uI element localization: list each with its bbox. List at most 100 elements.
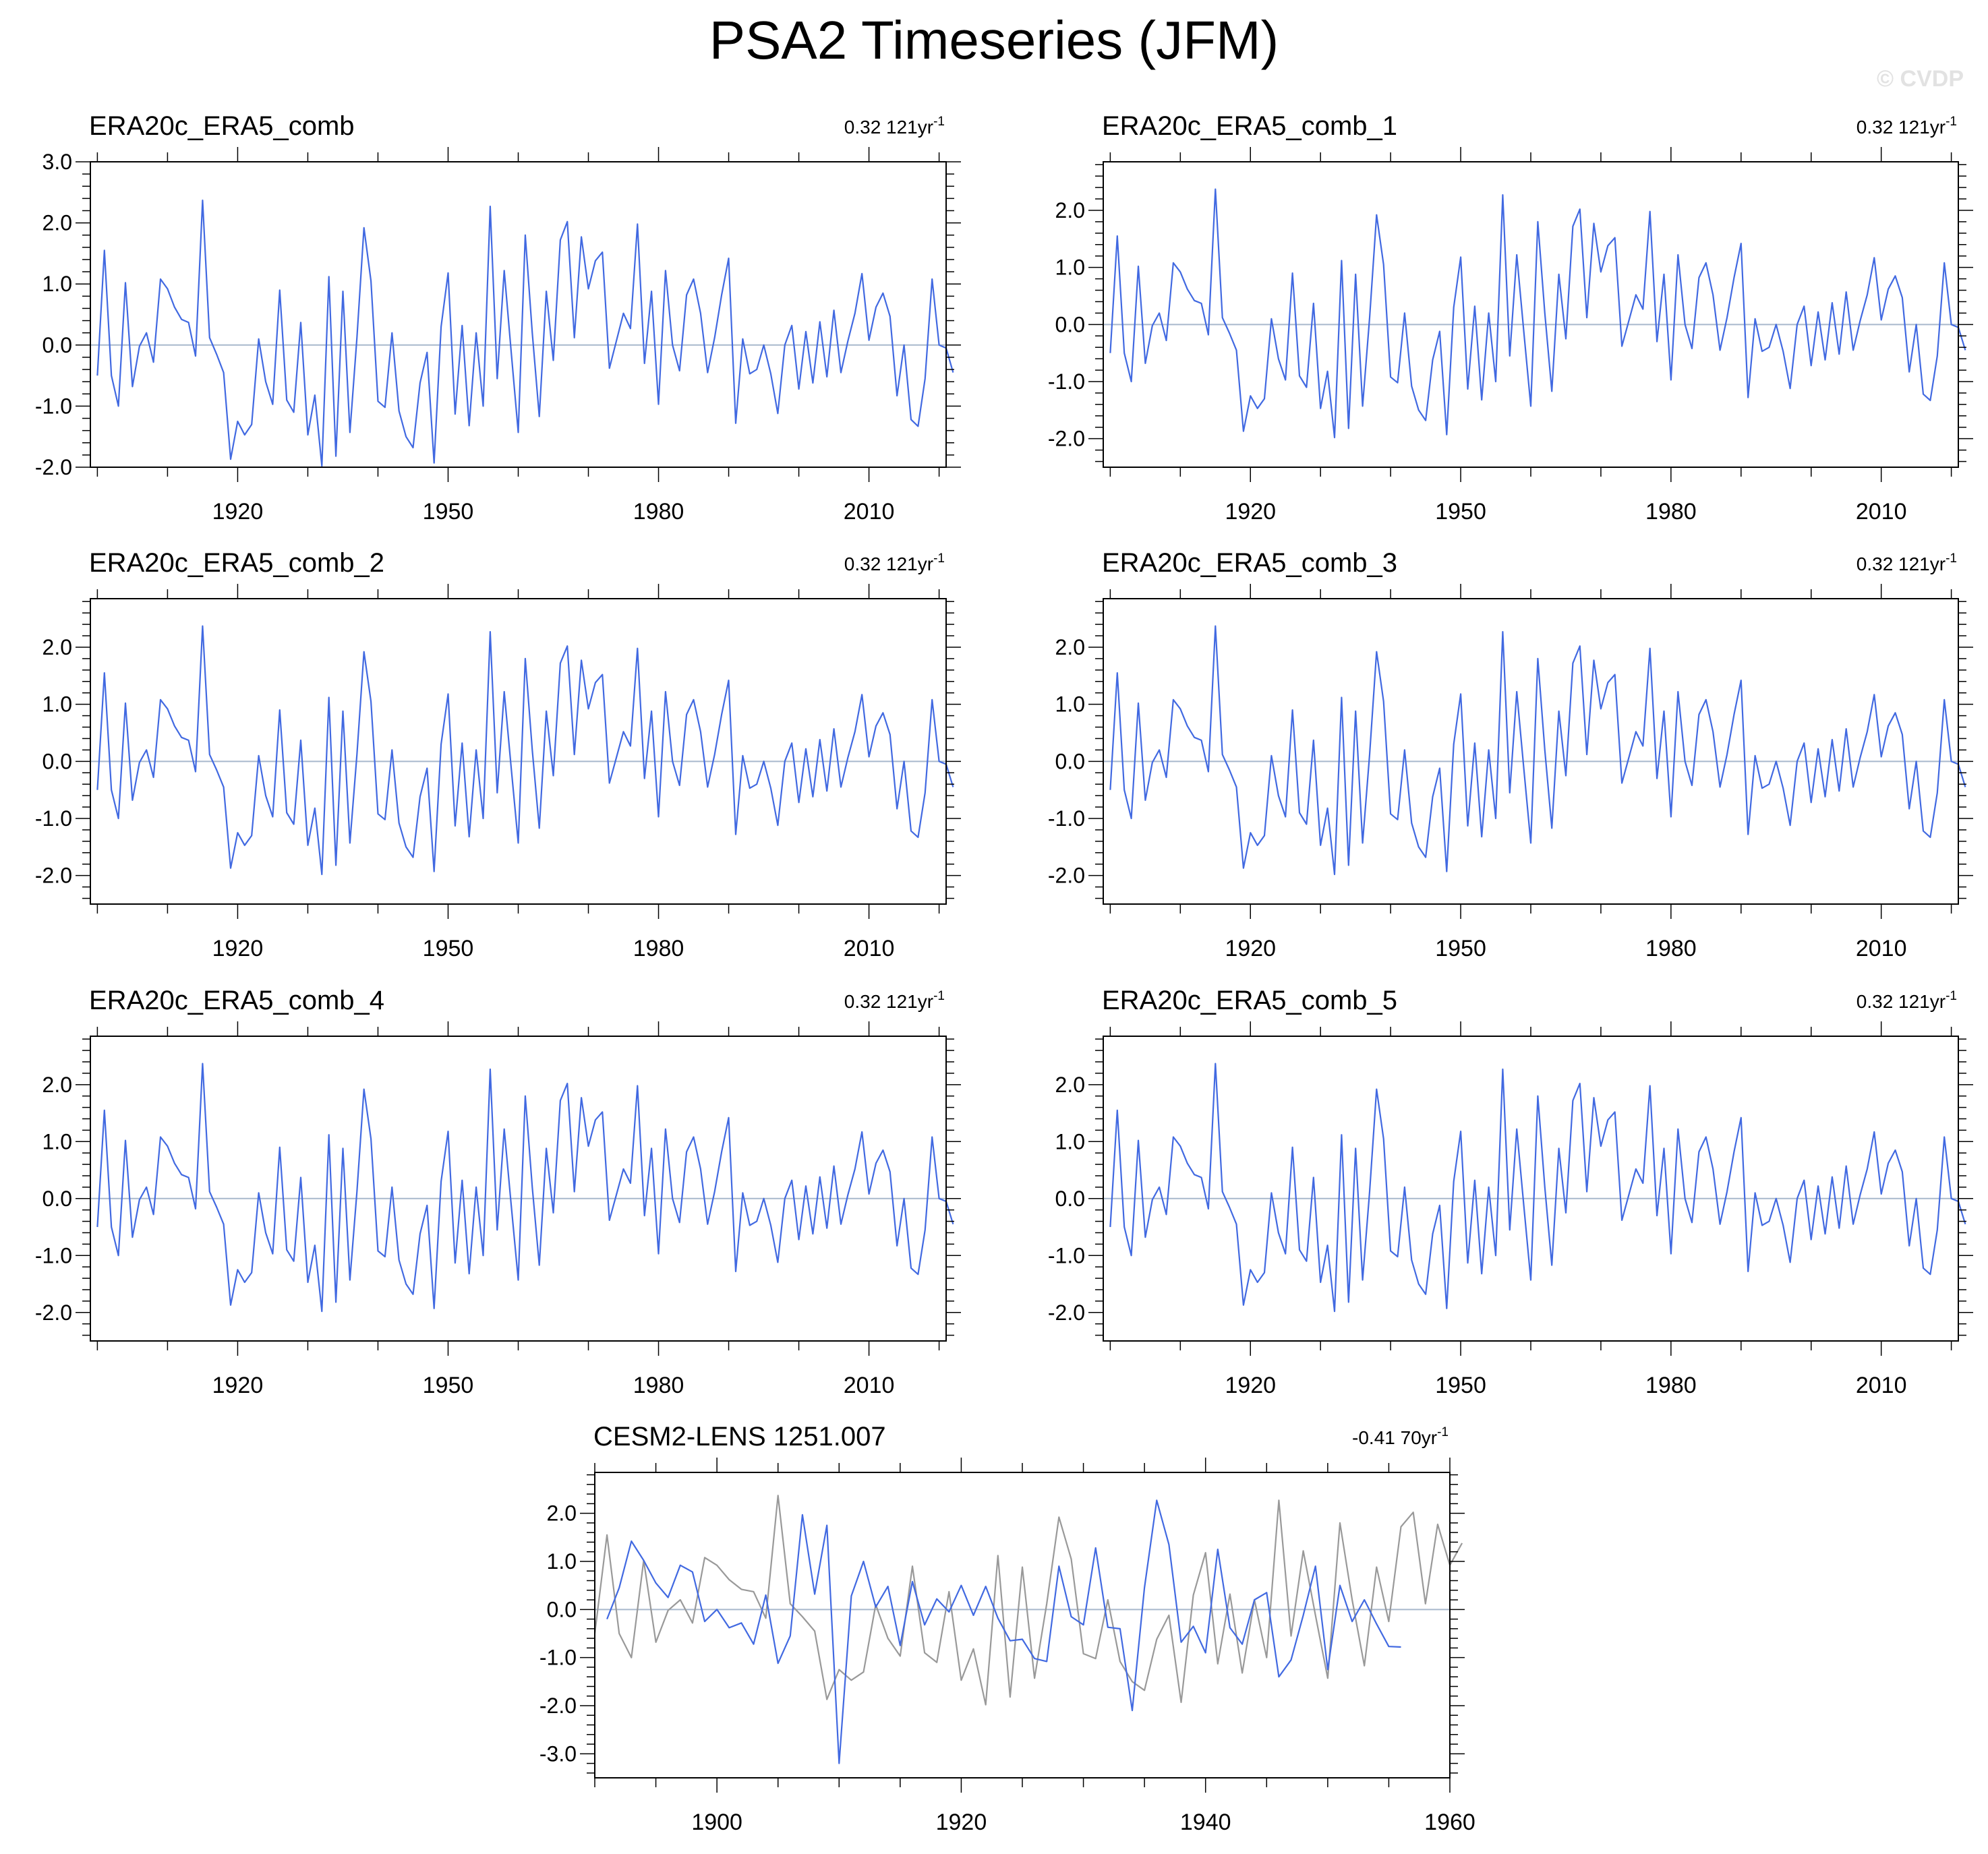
trend-exponent: -1 — [1946, 551, 1957, 566]
x-tick-label: 1960 — [1424, 1810, 1475, 1835]
x-tick-label: 1940 — [1180, 1810, 1231, 1835]
trend-exponent: -1 — [933, 115, 945, 129]
y-tick-label: -1.0 — [35, 806, 72, 831]
chart-panel-6: CESM2-LENS 1251.007 -0.41 70yr-1 -3.0 -2.0 -… — [539, 1422, 1475, 1835]
trend-exponent: -1 — [1946, 115, 1957, 129]
series-line — [96, 200, 954, 467]
chart-panel-5: ERA20c_ERA5_comb_5 0.32 121yr-1 -2.0 -1.0 0.… — [1048, 986, 1973, 1398]
y-tick-label: 0.0 — [42, 333, 72, 357]
x-tick-label: 1950 — [423, 499, 474, 525]
trend-label: 0.32 121yr-1 — [844, 115, 945, 138]
y-tick-label: 1.0 — [42, 1129, 72, 1154]
x-tick-label: 1920 — [1225, 499, 1276, 525]
trend-label: 0.32 121yr-1 — [1857, 115, 1957, 138]
y-tick-label: -1.0 — [539, 1646, 577, 1670]
trend-exponent: -1 — [1437, 1425, 1449, 1439]
y-tick-label: -1.0 — [1048, 369, 1085, 394]
series-line — [96, 1063, 954, 1313]
y-tick-label: -2.0 — [539, 1694, 577, 1718]
y-tick-label: 1.0 — [547, 1549, 577, 1574]
x-tick-label: 1950 — [1435, 1373, 1486, 1398]
trend-exponent: -1 — [1946, 989, 1957, 1003]
y-tick-label: 2.0 — [547, 1501, 577, 1526]
chart-panel-0: ERA20c_ERA5_comb 0.32 121yr-1 -2.0 -1.0 0.0 1… — [35, 111, 961, 525]
y-tick-label: 0.0 — [42, 749, 72, 773]
y-tick-label: 0.0 — [1055, 312, 1085, 336]
series-line — [1109, 625, 1966, 876]
chart-panel-3: ERA20c_ERA5_comb_3 0.32 121yr-1 -2.0 -1.0 0.… — [1048, 548, 1973, 961]
observations-line — [593, 1495, 1463, 1706]
panel-title: ERA20c_ERA5_comb — [89, 111, 355, 141]
x-tick-label: 2010 — [1856, 936, 1907, 961]
y-tick-label: 0.0 — [42, 1187, 72, 1211]
page-title: PSA2 Timeseries (JFM) — [709, 10, 1279, 70]
x-tick-label: 1980 — [633, 1373, 684, 1398]
x-tick-label: 1950 — [423, 1373, 474, 1398]
panel-title: ERA20c_ERA5_comb_2 — [89, 548, 384, 578]
x-tick-label: 2010 — [844, 936, 895, 961]
panel-title: ERA20c_ERA5_comb_3 — [1102, 548, 1397, 578]
x-tick-label: 1920 — [212, 499, 264, 525]
y-tick-label: -2.0 — [1048, 1300, 1085, 1325]
y-tick-label: 2.0 — [1055, 1073, 1085, 1097]
y-tick-label: -1.0 — [35, 394, 72, 418]
panel-title: CESM2-LENS 1251.007 — [593, 1422, 886, 1452]
panel-title: ERA20c_ERA5_comb_5 — [1102, 986, 1397, 1015]
y-tick-label: -2.0 — [35, 864, 72, 888]
trend-exponent: -1 — [933, 989, 945, 1003]
panel-title: ERA20c_ERA5_comb_4 — [89, 986, 384, 1015]
y-tick-label: 2.0 — [42, 211, 72, 235]
trend-label: 0.32 121yr-1 — [844, 989, 945, 1012]
chart-panel-4: ERA20c_ERA5_comb_4 0.32 121yr-1 -2.0 -1.0 0.… — [35, 986, 961, 1398]
y-tick-label: 0.0 — [547, 1597, 577, 1621]
x-tick-label: 2010 — [1856, 499, 1907, 525]
y-tick-label: -2.0 — [35, 1300, 72, 1325]
x-tick-label: 1900 — [691, 1810, 742, 1835]
y-tick-label: 1.0 — [42, 692, 72, 717]
y-tick-label: 1.0 — [42, 272, 72, 296]
trend-exponent: -1 — [933, 551, 945, 566]
series-line — [1109, 188, 1966, 439]
y-tick-label: -1.0 — [35, 1243, 72, 1267]
chart-panel-2: ERA20c_ERA5_comb_2 0.32 121yr-1 -2.0 -1.0 0.… — [35, 548, 961, 961]
trend-label: 0.32 121yr-1 — [1857, 989, 1957, 1012]
x-tick-label: 1920 — [1225, 1373, 1276, 1398]
y-tick-label: -3.0 — [539, 1741, 577, 1766]
x-tick-label: 1950 — [1435, 936, 1486, 961]
x-tick-label: 2010 — [844, 1373, 895, 1398]
copyright-watermark: © CVDP — [1877, 66, 1964, 92]
trend-label: -0.41 70yr-1 — [1352, 1425, 1449, 1448]
x-tick-label: 1920 — [936, 1810, 987, 1835]
x-tick-label: 1920 — [1225, 936, 1276, 961]
x-tick-label: 1950 — [1435, 499, 1486, 525]
x-tick-label: 1920 — [212, 1373, 264, 1398]
x-tick-label: 1980 — [633, 499, 684, 525]
model-line — [606, 1499, 1401, 1764]
x-tick-label: 1980 — [1645, 499, 1697, 525]
y-tick-label: -1.0 — [1048, 1243, 1085, 1267]
y-tick-label: 1.0 — [1055, 256, 1085, 280]
y-tick-label: 1.0 — [1055, 1129, 1085, 1154]
panel-title: ERA20c_ERA5_comb_1 — [1102, 111, 1397, 141]
x-tick-label: 1980 — [1645, 1373, 1697, 1398]
x-tick-label: 2010 — [1856, 1373, 1907, 1398]
y-tick-label: -2.0 — [35, 455, 72, 479]
x-tick-label: 1920 — [212, 936, 264, 961]
y-tick-label: 1.0 — [1055, 692, 1085, 717]
x-tick-label: 1980 — [633, 936, 684, 961]
y-tick-label: 0.0 — [1055, 749, 1085, 773]
y-tick-label: 2.0 — [42, 635, 72, 659]
y-tick-label: 2.0 — [1055, 635, 1085, 659]
y-tick-label: -2.0 — [1048, 427, 1085, 451]
x-tick-label: 2010 — [844, 499, 895, 525]
x-tick-label: 1950 — [423, 936, 474, 961]
y-tick-label: 2.0 — [1055, 198, 1085, 222]
chart-panel-1: ERA20c_ERA5_comb_1 0.32 121yr-1 -2.0 -1.0 0.… — [1048, 111, 1973, 525]
y-tick-label: 0.0 — [1055, 1187, 1085, 1211]
y-tick-label: 2.0 — [42, 1073, 72, 1097]
y-tick-label: -2.0 — [1048, 864, 1085, 888]
trend-label: 0.32 121yr-1 — [1857, 551, 1957, 574]
series-line — [1109, 1063, 1966, 1313]
x-tick-label: 1980 — [1645, 936, 1697, 961]
